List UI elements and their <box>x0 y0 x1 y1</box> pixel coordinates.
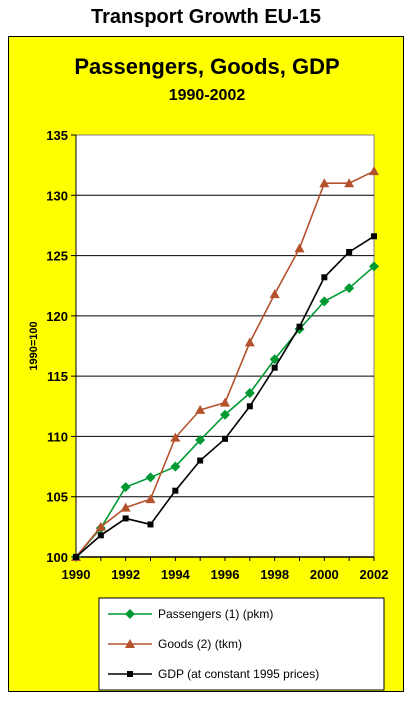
y-tick-label: 115 <box>47 369 68 384</box>
data-point <box>222 435 228 442</box>
legend-label: Passengers (1) (pkm) <box>158 607 273 621</box>
data-point <box>346 248 353 255</box>
series-3 <box>73 233 377 560</box>
data-point <box>321 274 328 281</box>
x-tick-label: 1992 <box>111 567 140 582</box>
data-point <box>246 403 253 410</box>
legend-item: GDP (at constant 1995 prices) <box>108 667 319 681</box>
data-point <box>195 404 206 414</box>
data-point <box>172 487 179 494</box>
data-point <box>269 289 280 299</box>
x-tick-label: 2000 <box>310 567 339 582</box>
legend-label: GDP (at constant 1995 prices) <box>158 667 319 681</box>
x-tick-label: 1994 <box>161 567 191 582</box>
x-tick-label: 1998 <box>260 567 289 582</box>
y-tick-label: 105 <box>46 490 68 505</box>
data-point <box>269 354 280 365</box>
data-point <box>95 521 106 531</box>
data-point <box>319 178 330 188</box>
data-point <box>344 178 355 188</box>
y-axis: 100 105 110 115 120 125 130 135 <box>46 128 76 565</box>
y-tick-label: 120 <box>46 309 68 324</box>
data-point <box>319 296 330 307</box>
x-tick-label: 1996 <box>211 567 240 582</box>
data-point <box>145 494 156 504</box>
data-point <box>244 337 255 347</box>
legend-marker <box>125 609 135 619</box>
data-point <box>369 166 379 176</box>
data-point <box>220 409 230 420</box>
data-point <box>294 243 305 253</box>
data-point <box>197 457 204 464</box>
data-point <box>271 364 278 371</box>
y-tick-label: 135 <box>46 128 68 143</box>
data-point <box>170 461 181 472</box>
grid-lines <box>76 194 374 498</box>
x-tick-label: 1990 <box>62 567 91 582</box>
data-point <box>369 261 379 272</box>
chart-title: Passengers, Goods, GDP <box>74 54 340 79</box>
y-tick-label: 130 <box>46 188 68 203</box>
data-point <box>97 532 104 539</box>
legend-marker <box>127 671 133 677</box>
y-axis-label: 1990=100 <box>28 321 40 370</box>
data-point <box>120 502 131 512</box>
legend: Passengers (1) (pkm) Goods (2) (tkm) GDP (… <box>98 597 385 691</box>
plot-area <box>75 134 375 558</box>
y-tick-label: 110 <box>47 429 68 444</box>
data-point <box>145 472 156 483</box>
chart-subtitle: 1990-2002 <box>168 87 246 104</box>
data-point <box>244 388 255 399</box>
legend-label: Goods (2) (tkm) <box>158 637 242 651</box>
data-point <box>147 521 154 528</box>
x-tick-label: 2002 <box>360 567 389 582</box>
data-point <box>296 323 303 330</box>
page-title: Transport Growth EU-15 <box>90 6 322 28</box>
legend-item: Goods (2) (tkm) <box>108 637 242 651</box>
y-tick-label: 100 <box>46 550 68 565</box>
series-1 <box>71 261 379 562</box>
data-point <box>73 554 79 560</box>
data-point <box>220 397 230 407</box>
data-point <box>120 482 131 493</box>
data-point <box>371 233 377 240</box>
legend-item: Passengers (1) (pkm) <box>108 607 273 621</box>
data-point <box>195 435 206 446</box>
data-point <box>170 432 181 442</box>
x-axis: 1990 1992 1994 1996 1998 2000 2002 <box>62 135 389 582</box>
y-tick-label: 125 <box>46 249 68 264</box>
legend-marker <box>125 639 135 648</box>
data-point <box>344 283 355 294</box>
data-point <box>122 515 129 522</box>
series-group <box>71 166 379 562</box>
